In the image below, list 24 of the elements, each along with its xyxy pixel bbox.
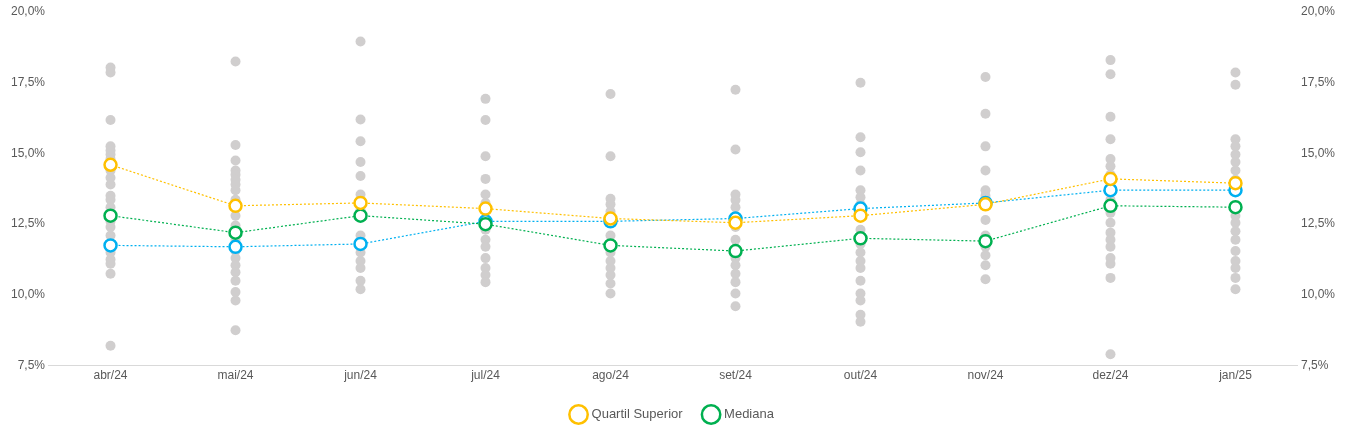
x-tick-label: abr/24	[93, 368, 128, 383]
y2-tick-label: 20,0%	[1300, 4, 1336, 19]
x-tick-label: jul/24	[470, 368, 501, 383]
y-tick-label: 20,0%	[10, 4, 46, 19]
x-tick-label: dez/24	[1092, 368, 1129, 383]
y2-tick-label: 15,0%	[1300, 145, 1336, 160]
y-tick-label: 12,5%	[10, 216, 46, 231]
y2-tick-label: 7,5%	[1300, 357, 1329, 372]
x-tick-label: mai/24	[217, 368, 254, 383]
x-tick-label: out/24	[843, 368, 878, 383]
x-tick-label: set/24	[719, 368, 753, 383]
x-tick-label: jun/24	[343, 368, 378, 383]
x-tick-label: ago/24	[592, 368, 630, 383]
x-tick-label: nov/24	[967, 368, 1004, 383]
y2-tick-label: 12,5%	[1300, 216, 1336, 231]
x-tick-label: jan/25	[1218, 368, 1253, 383]
legend-label: Mediana	[724, 406, 775, 422]
y-tick-label: 17,5%	[10, 75, 46, 90]
legend-label: Quartil Superior	[591, 406, 684, 422]
y2-tick-label: 10,0%	[1300, 287, 1336, 302]
y-tick-label: 15,0%	[10, 145, 46, 160]
y2-tick-label: 17,5%	[1300, 75, 1336, 90]
y-tick-label: 7,5%	[17, 357, 46, 372]
y-tick-label: 10,0%	[10, 287, 46, 302]
